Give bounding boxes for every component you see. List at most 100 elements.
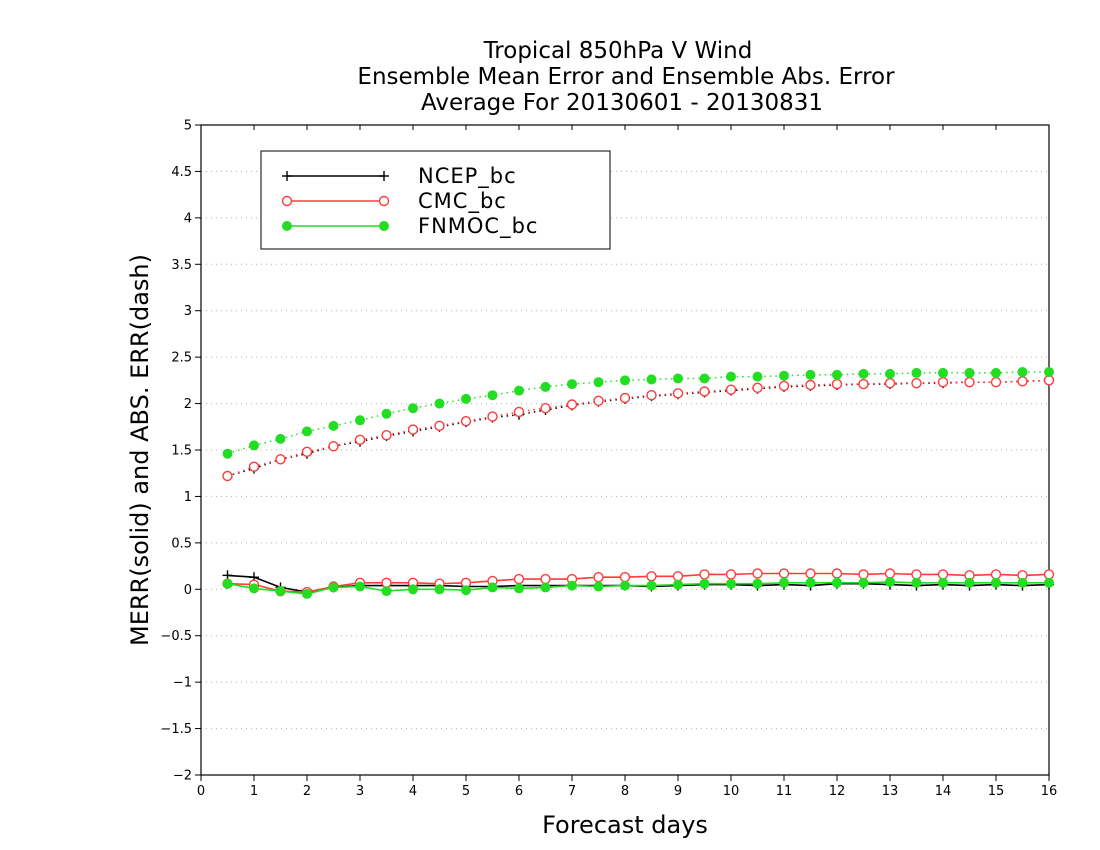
point-merr-fnmoc-bc <box>991 577 1001 588</box>
legend-label-cmc-bc: CMC_bc <box>418 189 507 214</box>
point-merr-fnmoc-bc <box>858 577 869 588</box>
point-merr-fnmoc-bc <box>461 585 471 596</box>
point-merr-cmc-bc <box>1043 569 1055 580</box>
point-merr-fnmoc-bc <box>964 577 975 588</box>
point-abs-fnmoc-bc <box>249 440 259 451</box>
point-abs-cmc-bc <box>434 420 445 432</box>
point-abs-cmc-bc <box>460 416 472 427</box>
y-tick-label: 1 <box>184 490 192 505</box>
point-abs-cmc-bc <box>593 395 604 406</box>
point-abs-cmc-bc <box>222 470 233 482</box>
point-merr-fnmoc-bc <box>593 581 604 592</box>
x-tick-label: 15 <box>988 784 1005 799</box>
point-abs-cmc-bc <box>937 377 949 388</box>
y-axis-tick-labels: −2 −1.5 −1 −0.5 0 0.5 1 1.5 2 2.5 3 3.5 4 4.5 5 <box>160 119 192 784</box>
point-merr-cmc-bc <box>513 573 525 585</box>
point-merr-cmc-bc <box>593 572 604 583</box>
y-tick-label: 0.5 <box>171 536 192 551</box>
point-merr-fnmoc-bc <box>302 588 312 599</box>
x-tick-label: 9 <box>674 784 682 799</box>
point-abs-cmc-bc <box>672 388 684 399</box>
point-abs-fnmoc-bc <box>461 393 471 404</box>
point-merr-fnmoc-bc <box>620 580 630 591</box>
point-merr-fnmoc-bc <box>699 578 710 589</box>
point-abs-cmc-bc <box>513 406 525 418</box>
y-tick-label: 1.5 <box>171 444 192 459</box>
point-merr-fnmoc-bc <box>434 584 445 595</box>
point-abs-fnmoc-bc <box>938 367 948 378</box>
point-abs-cmc-bc <box>752 382 763 393</box>
y-tick-label: −1 <box>173 676 192 691</box>
x-tick-label: 1 <box>250 784 258 799</box>
x-tick-label: 7 <box>568 784 576 799</box>
point-abs-cmc-bc <box>248 461 260 472</box>
point-merr-cmc-bc <box>911 569 922 580</box>
title-line-2: Ensemble Mean Error and Ensemble Abs. Er… <box>357 64 895 90</box>
point-merr-fnmoc-bc <box>275 586 286 597</box>
point-merr-fnmoc-bc <box>1044 577 1054 588</box>
point-abs-cmc-bc <box>699 386 710 397</box>
point-abs-cmc-bc <box>566 399 578 410</box>
point-abs-cmc-bc <box>831 378 843 390</box>
legend-label-fnmoc-bc: FNMOC_bc <box>418 214 538 239</box>
point-merr-cmc-bc <box>990 569 1002 580</box>
point-merr-fnmoc-bc <box>355 581 365 592</box>
y-tick-label: −1.5 <box>160 722 192 737</box>
y-tick-label: 4.5 <box>171 165 192 180</box>
point-abs-fnmoc-bc <box>434 398 445 409</box>
point-abs-fnmoc-bc <box>355 415 365 426</box>
x-tick-label: 10 <box>723 784 740 799</box>
point-abs-fnmoc-bc <box>964 367 975 378</box>
series-line-abs-ncep-bc <box>227 379 1050 477</box>
point-abs-fnmoc-bc <box>381 408 392 419</box>
point-merr-cmc-bc <box>646 571 657 582</box>
point-abs-cmc-bc <box>1043 375 1055 386</box>
point-abs-cmc-bc <box>990 377 1002 388</box>
point-merr-fnmoc-bc <box>567 580 577 591</box>
series-group <box>222 367 1055 599</box>
point-abs-cmc-bc <box>805 379 816 391</box>
y-tick-label: −0.5 <box>160 629 192 644</box>
y-tick-label: 3 <box>184 304 192 319</box>
point-abs-fnmoc-bc <box>646 374 657 385</box>
point-abs-cmc-bc <box>407 424 419 435</box>
x-tick-label: 16 <box>1041 784 1058 799</box>
x-tick-label: 2 <box>303 784 311 799</box>
point-abs-fnmoc-bc <box>620 375 630 386</box>
title-line-3: Average For 20130601 - 20130831 <box>421 90 823 116</box>
legend-box <box>260 150 611 250</box>
point-merr-fnmoc-bc <box>328 582 339 593</box>
point-abs-fnmoc-bc <box>567 379 577 390</box>
point-merr-cmc-bc <box>884 568 896 579</box>
point-merr-fnmoc-bc <box>885 576 895 587</box>
point-merr-fnmoc-bc <box>1017 577 1028 588</box>
point-abs-fnmoc-bc <box>991 367 1001 378</box>
point-merr-cmc-bc <box>619 572 631 583</box>
point-abs-fnmoc-bc <box>408 403 418 414</box>
point-abs-fnmoc-bc <box>832 369 842 380</box>
point-merr-fnmoc-bc <box>408 584 418 595</box>
point-merr-cmc-bc <box>778 568 790 579</box>
x-tick-label: 12 <box>829 784 846 799</box>
point-abs-cmc-bc <box>911 377 922 389</box>
point-abs-fnmoc-bc <box>805 369 816 380</box>
point-abs-fnmoc-bc <box>699 373 710 384</box>
title-line-1: Tropical 850hPa V Wind <box>483 38 753 64</box>
y-tick-label: 5 <box>184 119 192 134</box>
point-merr-fnmoc-bc <box>938 577 948 588</box>
point-abs-cmc-bc <box>328 441 339 452</box>
point-merr-fnmoc-bc <box>540 582 551 593</box>
point-abs-cmc-bc <box>778 380 790 392</box>
point-abs-fnmoc-bc <box>726 371 736 382</box>
point-abs-cmc-bc <box>619 392 631 404</box>
point-abs-cmc-bc <box>275 454 286 465</box>
point-abs-fnmoc-bc <box>673 373 683 384</box>
y-tick-label: 4 <box>184 211 192 226</box>
point-abs-fnmoc-bc <box>858 368 869 379</box>
y-tick-label: 2 <box>184 397 192 412</box>
point-merr-fnmoc-bc <box>514 583 524 594</box>
point-abs-fnmoc-bc <box>302 426 312 437</box>
